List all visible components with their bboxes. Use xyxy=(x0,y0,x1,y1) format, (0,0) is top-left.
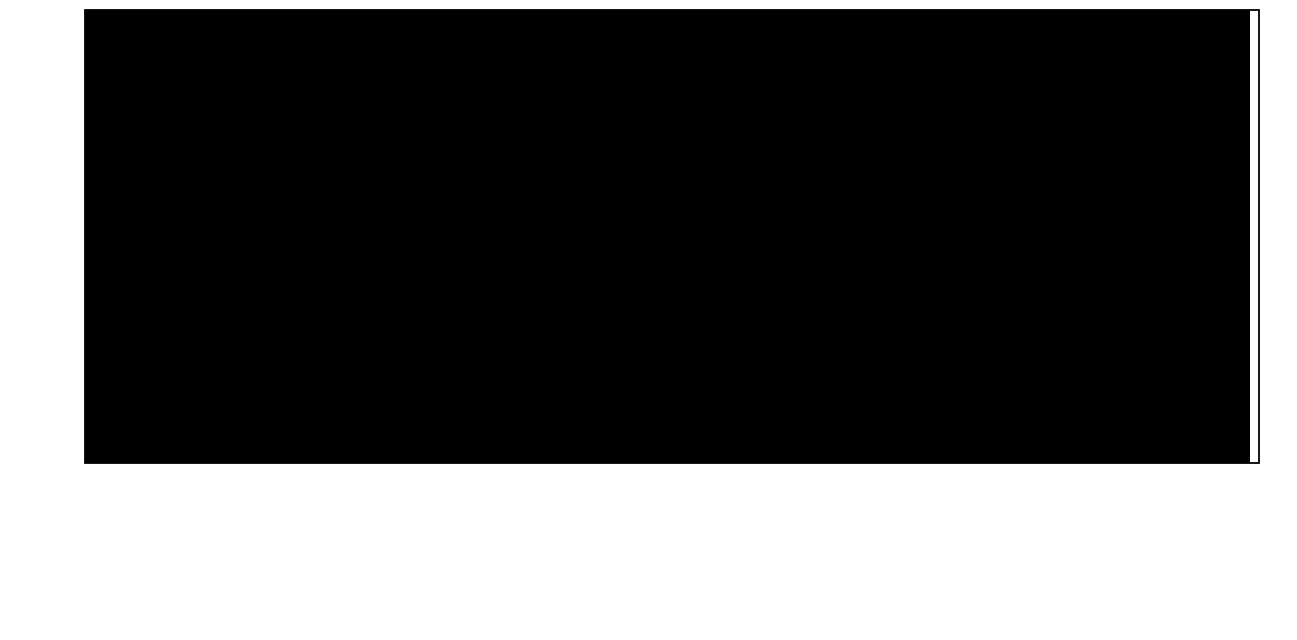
map-background xyxy=(85,10,1259,463)
no-data-strip xyxy=(1250,10,1259,463)
plot-frame xyxy=(84,9,1260,464)
